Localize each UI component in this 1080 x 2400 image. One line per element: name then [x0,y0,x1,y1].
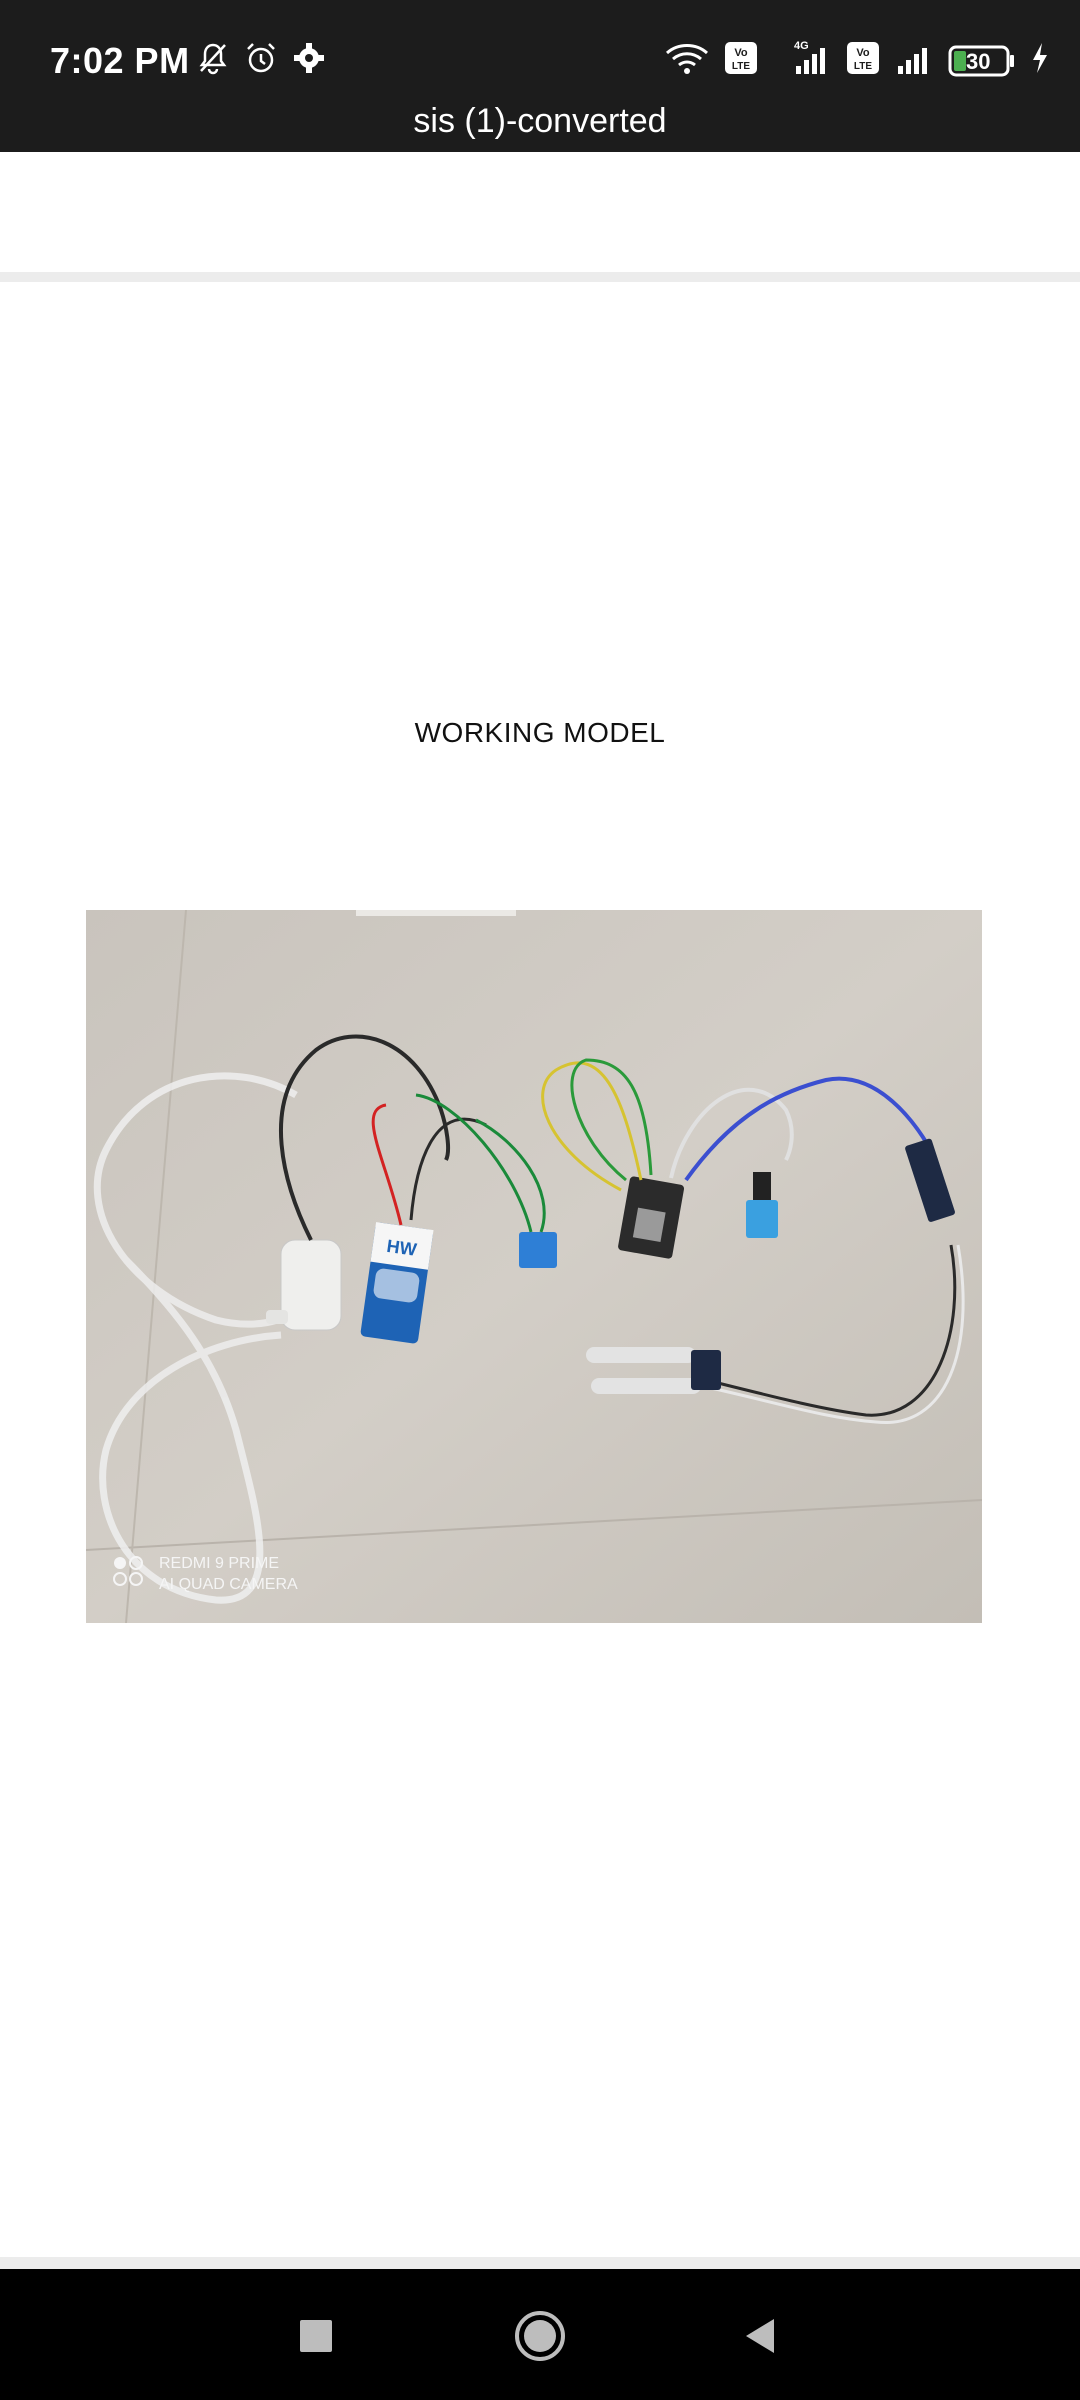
home-button[interactable] [508,2304,572,2368]
watermark-line-2: AI QUAD CAMERA [159,1576,298,1593]
svg-text:Vo: Vo [734,47,748,59]
circle-home-icon [515,2311,565,2361]
camera-lens-icon [111,1553,147,1595]
status-time: 7:02 PM [50,40,190,81]
document-title: sis (1)-converted [413,102,667,140]
working-model-photo: HW [86,910,982,1623]
top-bar: 7:02 PM [0,0,1080,152]
recents-button[interactable] [284,2304,348,2368]
battery-brand-label: HW [386,1236,418,1260]
charging-icon [1030,41,1050,80]
photo-illustration: HW [86,910,982,1623]
soil-moisture-probe [586,1347,721,1394]
status-left-icons [195,40,327,81]
page-heading: WORKING MODEL [414,717,666,748]
alarm-icon [243,40,279,81]
square-icon [300,2320,332,2352]
previous-page-bottom [0,152,1080,272]
page-bottom-divider [0,2257,1080,2269]
document-page[interactable]: WORKING MODEL [0,282,1080,2257]
wifi-icon [664,40,710,81]
battery-icon: 30 [948,44,1016,78]
volte-badge-icon: Vo LTE [724,41,758,80]
camera-watermark: REDMI 9 PRIME AI QUAD CAMERA [111,1553,298,1595]
page-divider [0,272,1080,282]
microcontroller-board [618,1176,685,1259]
back-button[interactable] [728,2304,792,2368]
back-triangle-icon [746,2319,774,2353]
moisture-module [905,1138,955,1222]
temperature-sensor [746,1172,778,1238]
status-right-icons: Vo LTE 4G Vo LTE [664,40,1050,81]
svg-text:Vo: Vo [856,47,870,59]
signal-icon-2 [894,40,934,81]
battery-9v: HW [360,1222,434,1344]
signal-icon: 4G [772,40,832,81]
settings-gear-icon [291,40,327,81]
svg-text:LTE: LTE [732,61,750,72]
relay-module [519,1232,557,1268]
battery-level: 30 [966,48,991,74]
watermark-line-1: REDMI 9 PRIME [159,1555,280,1572]
mute-bell-icon [195,40,231,81]
network-type-label: 4G [794,40,809,52]
svg-text:LTE: LTE [854,61,872,72]
volte-badge-icon-2: Vo LTE [846,41,880,80]
